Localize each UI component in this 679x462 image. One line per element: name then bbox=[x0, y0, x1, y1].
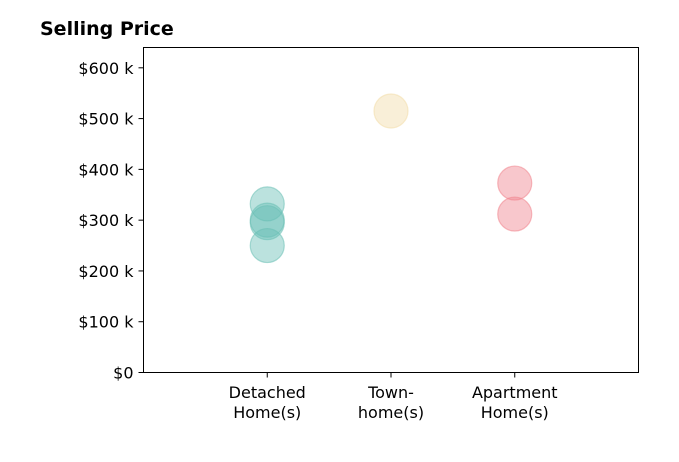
data-point bbox=[497, 165, 533, 201]
x-tick-label: Home(s) bbox=[481, 403, 549, 422]
data-point bbox=[373, 93, 409, 129]
data-point bbox=[249, 186, 285, 222]
x-tick-label: Town- bbox=[367, 383, 414, 402]
y-tick-label: $300 k bbox=[78, 211, 134, 230]
x-tick-label: Home(s) bbox=[233, 403, 301, 422]
y-tick-label: $200 k bbox=[78, 262, 134, 281]
x-tick-label: Detached bbox=[229, 383, 306, 402]
data-point bbox=[249, 227, 285, 264]
y-tick-label: $0 bbox=[113, 364, 133, 383]
x-tick-label: Apartment bbox=[472, 383, 558, 402]
data-point bbox=[497, 196, 533, 232]
y-tick-label: $400 k bbox=[78, 160, 134, 179]
plot-frame bbox=[143, 47, 639, 373]
x-tick-label: home(s) bbox=[358, 403, 424, 422]
chart-title: Selling Price bbox=[40, 18, 174, 40]
y-tick-label: $500 k bbox=[78, 110, 134, 129]
y-tick-label: $100 k bbox=[78, 313, 134, 332]
y-tick-label: $600 k bbox=[78, 59, 134, 78]
